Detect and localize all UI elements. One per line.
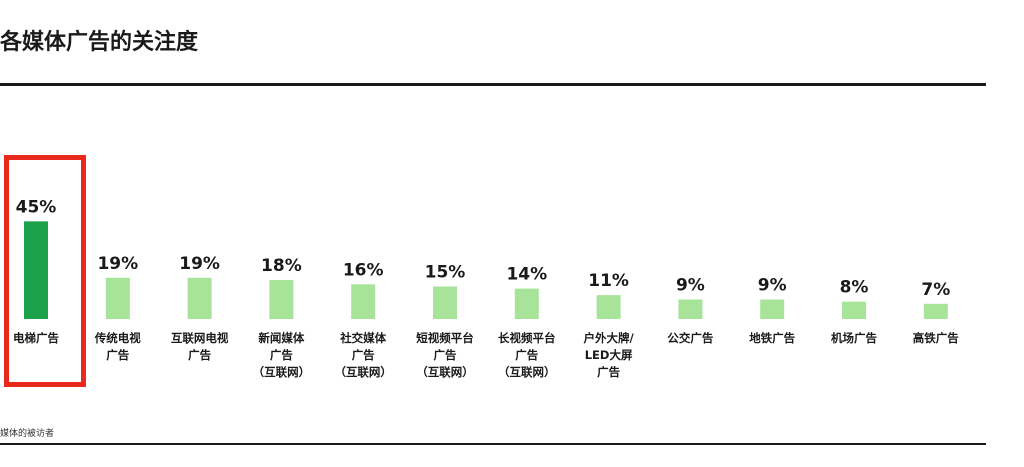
category-label-1-line-0: 传统电视 <box>94 331 141 345</box>
footnote: 媒体的被访者 <box>0 429 55 439</box>
category-label-7-line-2: 广告 <box>597 365 620 379</box>
category-label-6-line-1: 广告 <box>515 348 538 362</box>
bar-7 <box>596 295 621 319</box>
bar-1 <box>105 277 130 319</box>
value-label-10: 8% <box>840 278 869 298</box>
bar-4 <box>351 284 376 319</box>
category-label-2-line-1: 广告 <box>188 348 211 362</box>
value-label-3: 18% <box>261 256 302 276</box>
value-label-9: 9% <box>758 275 787 295</box>
value-label-7: 11% <box>588 271 629 291</box>
value-label-0: 45% <box>16 197 57 217</box>
bar-11 <box>923 303 948 319</box>
category-label-0-line-0: 电梯广告 <box>13 331 59 345</box>
bar-2 <box>187 277 212 319</box>
category-label-3-line-1: 广告 <box>270 348 293 362</box>
category-label-5-line-2: （互联网） <box>416 365 474 379</box>
category-label-2-line-0: 互联网电视 <box>171 331 229 345</box>
bar-3 <box>269 279 294 319</box>
value-label-4: 16% <box>343 260 384 280</box>
category-label-3-line-2: （互联网） <box>253 365 311 379</box>
category-label-3-line-0: 新闻媒体 <box>258 331 304 345</box>
value-label-11: 7% <box>921 280 950 300</box>
category-label-6-line-0: 长视频平台 <box>498 331 556 345</box>
category-label-1-line-1: 广告 <box>106 348 129 362</box>
value-label-2: 19% <box>179 254 220 274</box>
value-label-6: 14% <box>506 265 547 285</box>
category-label-7-line-1: LED大屏 <box>585 348 633 362</box>
category-label-7-line-0: 户外大牌/ <box>583 331 634 345</box>
category-label-8-line-0: 公交广告 <box>667 331 713 345</box>
top-divider <box>0 83 986 86</box>
bar-9 <box>760 299 785 319</box>
value-label-5: 15% <box>425 262 466 282</box>
bar-5 <box>433 286 457 319</box>
category-label-5-line-1: 广告 <box>434 348 457 362</box>
bottom-divider <box>0 443 986 445</box>
category-label-11-line-0: 高铁广告 <box>913 331 959 345</box>
category-label-5-line-0: 短视频平台 <box>416 331 474 345</box>
category-label-6-line-2: （互联网） <box>498 365 556 379</box>
value-label-1: 19% <box>97 254 138 274</box>
category-label-4-line-0: 社交媒体 <box>339 331 386 345</box>
category-label-10-line-0: 机场广告 <box>831 331 877 345</box>
bar-10 <box>842 301 866 319</box>
highlight-box <box>4 155 86 387</box>
category-label-4-line-2: （互联网） <box>334 365 392 379</box>
chart-title: 各媒体广告的关注度 <box>0 30 199 55</box>
value-label-8: 9% <box>676 275 705 295</box>
bar-6 <box>514 288 539 319</box>
category-label-9-line-0: 地铁广告 <box>749 331 795 345</box>
bar-8 <box>678 299 703 319</box>
bar-0 <box>24 221 48 319</box>
category-label-4-line-1: 广告 <box>352 348 375 362</box>
